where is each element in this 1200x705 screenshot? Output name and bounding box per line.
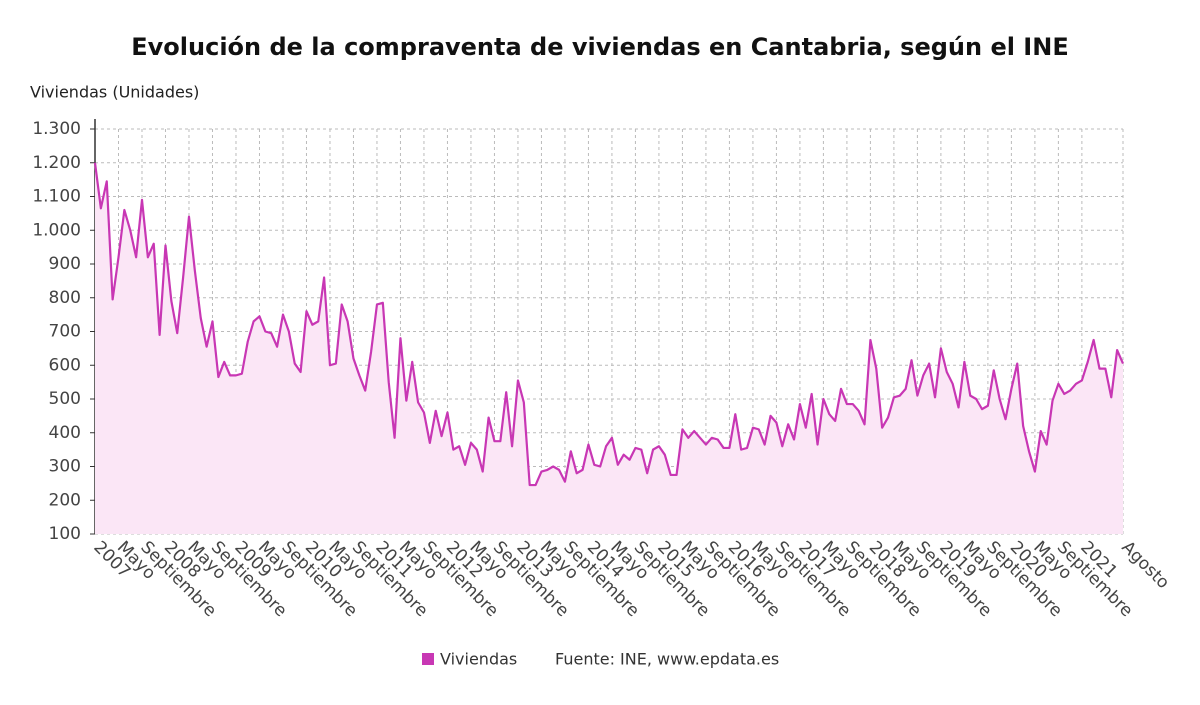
legend-label: Viviendas <box>440 650 517 669</box>
y-tick-label: 400 <box>49 423 81 443</box>
chart-title: Evolución de la compraventa de viviendas… <box>131 33 1068 61</box>
y-tick-label: 1.200 <box>32 153 81 173</box>
source: Fuente: INE, www.epdata.es <box>555 650 779 669</box>
y-tick-label: 800 <box>49 288 81 308</box>
y-tick-label: 100 <box>49 524 81 544</box>
y-tick-label: 1.300 <box>32 119 81 139</box>
y-tick-label: 200 <box>49 490 81 510</box>
y-tick-label: 500 <box>49 389 81 409</box>
y-tick-label: 700 <box>49 322 81 342</box>
area <box>95 162 1123 534</box>
y-tick-label: 600 <box>49 355 81 375</box>
x-tick-label: Agosto <box>1117 537 1173 593</box>
y-tick-label: 900 <box>49 254 81 274</box>
y-tick-label: 1.100 <box>32 187 81 207</box>
legend-swatch <box>422 653 434 665</box>
line <box>93 162 1125 487</box>
y-axis-title: Viviendas (Unidades) <box>30 83 199 102</box>
y-tick-label: 1.000 <box>32 220 81 240</box>
y-tick-label: 300 <box>49 457 81 477</box>
